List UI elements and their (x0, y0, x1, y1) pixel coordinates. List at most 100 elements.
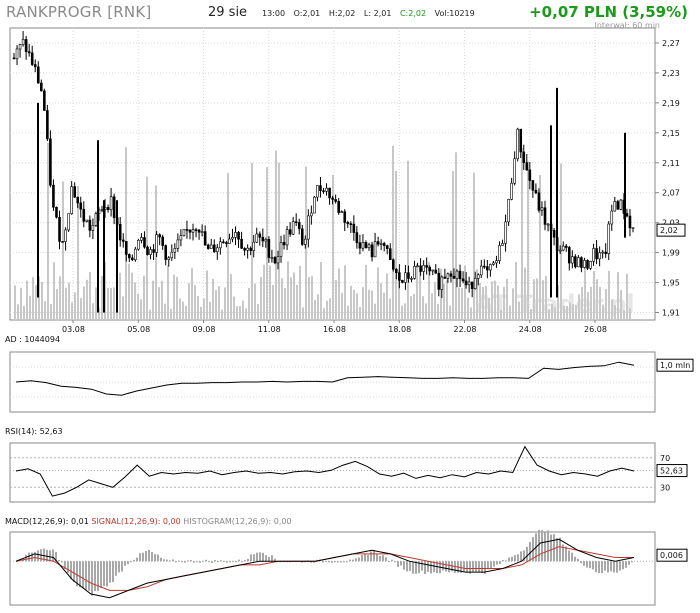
macd-histogram-bar (196, 561, 198, 563)
volume-bar (329, 298, 331, 320)
macd-histogram-bar (76, 561, 78, 587)
candle-body (370, 244, 374, 258)
macd-histogram-bar (70, 561, 72, 580)
candle-body (489, 264, 492, 271)
volume-bar (281, 278, 283, 320)
candle-body (388, 248, 392, 260)
volume-bar (473, 172, 475, 320)
volume-bar (215, 289, 217, 320)
macd-histogram-bar (358, 557, 360, 562)
candle-body (373, 241, 377, 258)
price-x-tick-label: 18.08 (388, 325, 411, 334)
macd-histogram-bar (352, 559, 354, 562)
volume-bar (335, 280, 337, 320)
volume-bar (374, 303, 376, 320)
close-value: C:2,02 (399, 9, 427, 18)
candle-body (419, 265, 422, 272)
candle-body (212, 244, 216, 253)
candle-body (349, 223, 353, 225)
volume-bar (503, 287, 505, 320)
macd-histogram-bar (226, 561, 228, 563)
candle-body (625, 213, 629, 217)
volume-bar (17, 304, 19, 320)
candle-body (33, 64, 37, 68)
macd-histogram-bar (268, 556, 270, 562)
candle-body (182, 229, 186, 237)
macd-histogram-bar (100, 561, 102, 589)
candle-body (428, 267, 432, 272)
price-x-tick-label: 03.08 (62, 325, 85, 334)
candle-body (300, 228, 304, 245)
volume-bar (608, 270, 610, 320)
candle-body (537, 192, 541, 211)
volume-bar (92, 303, 94, 320)
volume-bar (506, 279, 508, 320)
macd-histogram-bar (544, 532, 546, 562)
candle-body (310, 212, 313, 217)
volume-bar (500, 309, 502, 320)
volume-bar (35, 285, 37, 320)
volume-bar (248, 288, 250, 320)
candle-body (30, 52, 34, 65)
macd-histogram-bar (178, 560, 180, 562)
candle-body (334, 199, 337, 202)
volume-bar (170, 308, 172, 320)
volume-bar (29, 295, 31, 320)
candle-body (470, 281, 474, 290)
macd-histogram-bar (184, 561, 186, 563)
candle-body (85, 219, 89, 222)
candle-body (246, 247, 249, 251)
macd-histogram-bar (592, 561, 594, 570)
volume-bar (254, 283, 256, 320)
candle-body (249, 247, 252, 251)
macd-histogram-bar (94, 561, 96, 592)
volume-bar (317, 294, 319, 320)
price-y-tick-label: 1,91 (662, 309, 680, 318)
candle-body (467, 281, 471, 286)
candle-body (152, 249, 155, 253)
macd-histogram-bar (628, 561, 630, 565)
macd-label: MACD(12,26,9): 0,01 (5, 517, 89, 526)
volume-bar (86, 279, 88, 320)
candle-body (464, 280, 468, 286)
volume-bar (527, 161, 529, 320)
macd-histogram-bar (46, 549, 48, 562)
candle-body (307, 215, 310, 240)
candle-body (519, 128, 523, 153)
candle-body (431, 269, 435, 272)
macd-histogram-bar (565, 546, 567, 562)
volume-bar (614, 304, 616, 320)
macd-histogram-bar (202, 560, 204, 562)
volume-bar (551, 303, 553, 320)
volume-bar (509, 305, 511, 320)
macd-histogram-bar (187, 560, 189, 562)
candle-body (613, 201, 617, 212)
volume-bar (53, 262, 55, 320)
volume-bar (56, 289, 58, 320)
candle-body (358, 242, 362, 249)
candle-body (61, 241, 64, 243)
candle-body (46, 110, 49, 140)
volume-bar (443, 283, 445, 320)
macd-histogram-bar (37, 550, 39, 562)
price-x-tick-label: 16.08 (323, 325, 346, 334)
macd-histogram-bar (448, 561, 450, 573)
candle-body (206, 244, 210, 249)
volume-bar (485, 285, 487, 320)
candle-body (461, 278, 465, 282)
candle-body (161, 236, 164, 246)
candle-body (558, 249, 562, 252)
volume-bar (38, 276, 40, 320)
volume-bar (344, 265, 346, 320)
candle-body (492, 262, 495, 265)
volume-bar (599, 286, 601, 320)
candle-body (552, 230, 556, 238)
candle-body (513, 158, 516, 184)
macd-histogram-bar (619, 561, 621, 571)
candle-body (131, 257, 134, 260)
candle-body (21, 39, 25, 45)
macd-histogram-bar (508, 557, 510, 562)
candle-body (337, 201, 340, 213)
macd-histogram-bar (220, 560, 222, 562)
